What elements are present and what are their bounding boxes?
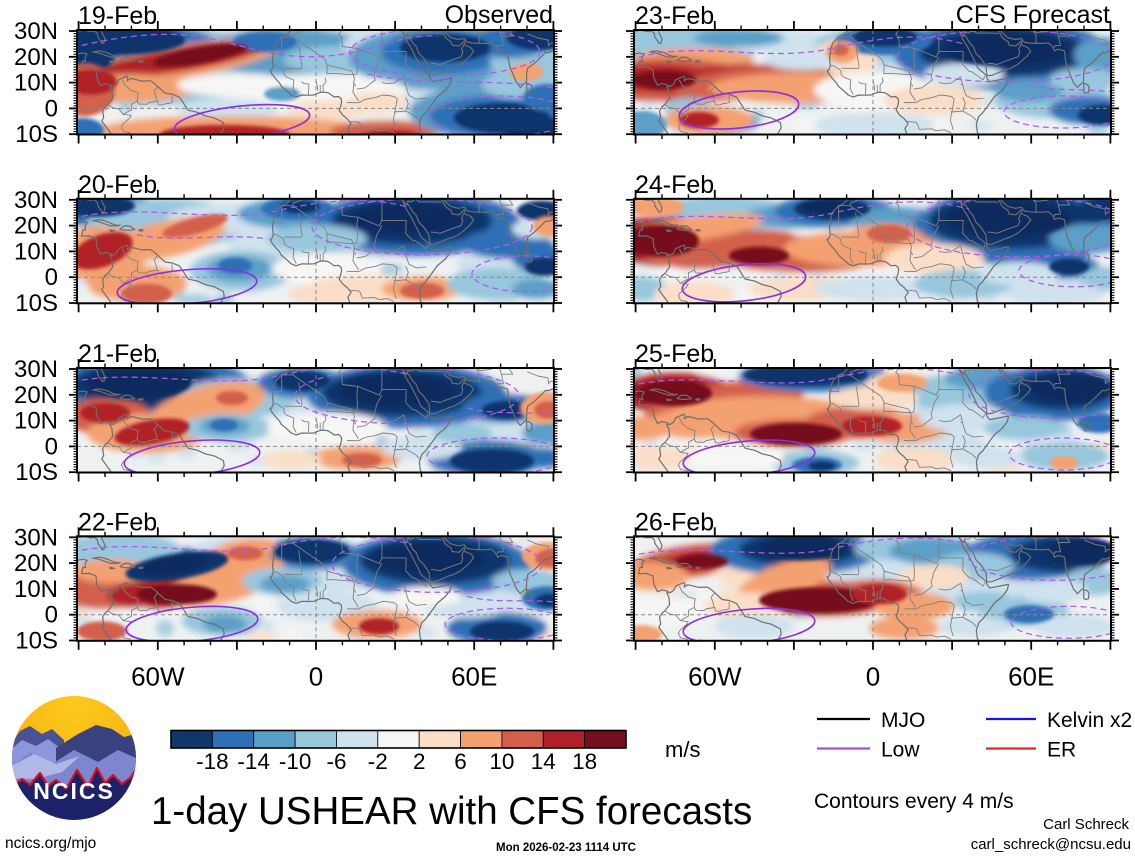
svg-text:10S: 10S	[15, 121, 58, 148]
svg-text:0: 0	[309, 662, 323, 692]
svg-text:-2: -2	[368, 749, 388, 774]
svg-text:0: 0	[45, 264, 58, 291]
svg-text:20N: 20N	[14, 382, 58, 409]
svg-text:-14: -14	[237, 749, 270, 774]
svg-text:25-Feb: 25-Feb	[635, 340, 714, 368]
svg-text:14: 14	[531, 749, 556, 774]
svg-text:1-day USHEAR with CFS forecast: 1-day USHEAR with CFS forecasts	[151, 790, 752, 833]
svg-text:22-Feb: 22-Feb	[78, 508, 157, 536]
svg-text:Mon 2026-02-23 1114 UTC: Mon 2026-02-23 1114 UTC	[496, 842, 636, 854]
svg-text:ER: ER	[1047, 739, 1076, 762]
svg-text:23-Feb: 23-Feb	[635, 2, 714, 30]
svg-text:30N: 30N	[14, 187, 58, 214]
svg-text:ncics.org/mjo: ncics.org/mjo	[5, 835, 96, 852]
svg-text:Contours every 4 m/s: Contours every 4 m/s	[814, 790, 1014, 813]
svg-text:10N: 10N	[14, 576, 58, 603]
svg-text:20N: 20N	[14, 550, 58, 577]
svg-text:60E: 60E	[1008, 662, 1054, 692]
svg-text:10S: 10S	[15, 290, 58, 317]
svg-text:30N: 30N	[14, 18, 58, 45]
svg-text:0: 0	[45, 602, 58, 629]
svg-text:-6: -6	[326, 749, 346, 774]
svg-text:24-Feb: 24-Feb	[635, 171, 714, 199]
svg-text:60W: 60W	[131, 662, 185, 692]
svg-text:NCICS: NCICS	[33, 778, 115, 804]
svg-text:carl_schreck@ncsu.edu: carl_schreck@ncsu.edu	[971, 836, 1131, 853]
svg-text:10S: 10S	[15, 459, 58, 486]
svg-text:0: 0	[866, 662, 880, 692]
svg-text:60E: 60E	[451, 662, 497, 692]
svg-text:CFS Forecast: CFS Forecast	[956, 1, 1110, 29]
svg-text:MJO: MJO	[881, 709, 925, 732]
svg-text:30N: 30N	[14, 356, 58, 383]
svg-text:0: 0	[45, 433, 58, 460]
svg-text:30N: 30N	[14, 524, 58, 551]
svg-text:19-Feb: 19-Feb	[78, 2, 157, 30]
svg-text:26-Feb: 26-Feb	[635, 508, 714, 536]
svg-text:6: 6	[454, 749, 467, 774]
svg-text:Observed: Observed	[445, 1, 553, 29]
svg-text:10N: 10N	[14, 70, 58, 97]
svg-text:Carl Schreck: Carl Schreck	[1043, 816, 1129, 833]
svg-text:m/s: m/s	[665, 737, 700, 762]
svg-text:10N: 10N	[14, 408, 58, 435]
svg-text:0: 0	[45, 95, 58, 122]
svg-text:60W: 60W	[688, 662, 742, 692]
svg-text:Kelvin x2: Kelvin x2	[1047, 709, 1132, 732]
svg-text:20N: 20N	[14, 213, 58, 240]
svg-text:18: 18	[572, 749, 597, 774]
svg-text:20N: 20N	[14, 44, 58, 71]
svg-text:10S: 10S	[15, 628, 58, 655]
svg-text:10N: 10N	[14, 238, 58, 265]
svg-text:-10: -10	[279, 749, 312, 774]
svg-text:20-Feb: 20-Feb	[78, 171, 157, 199]
svg-text:-18: -18	[196, 749, 229, 774]
svg-text:21-Feb: 21-Feb	[78, 340, 157, 368]
svg-text:10: 10	[489, 749, 514, 774]
svg-text:Low: Low	[881, 739, 920, 762]
svg-text:2: 2	[413, 749, 426, 774]
